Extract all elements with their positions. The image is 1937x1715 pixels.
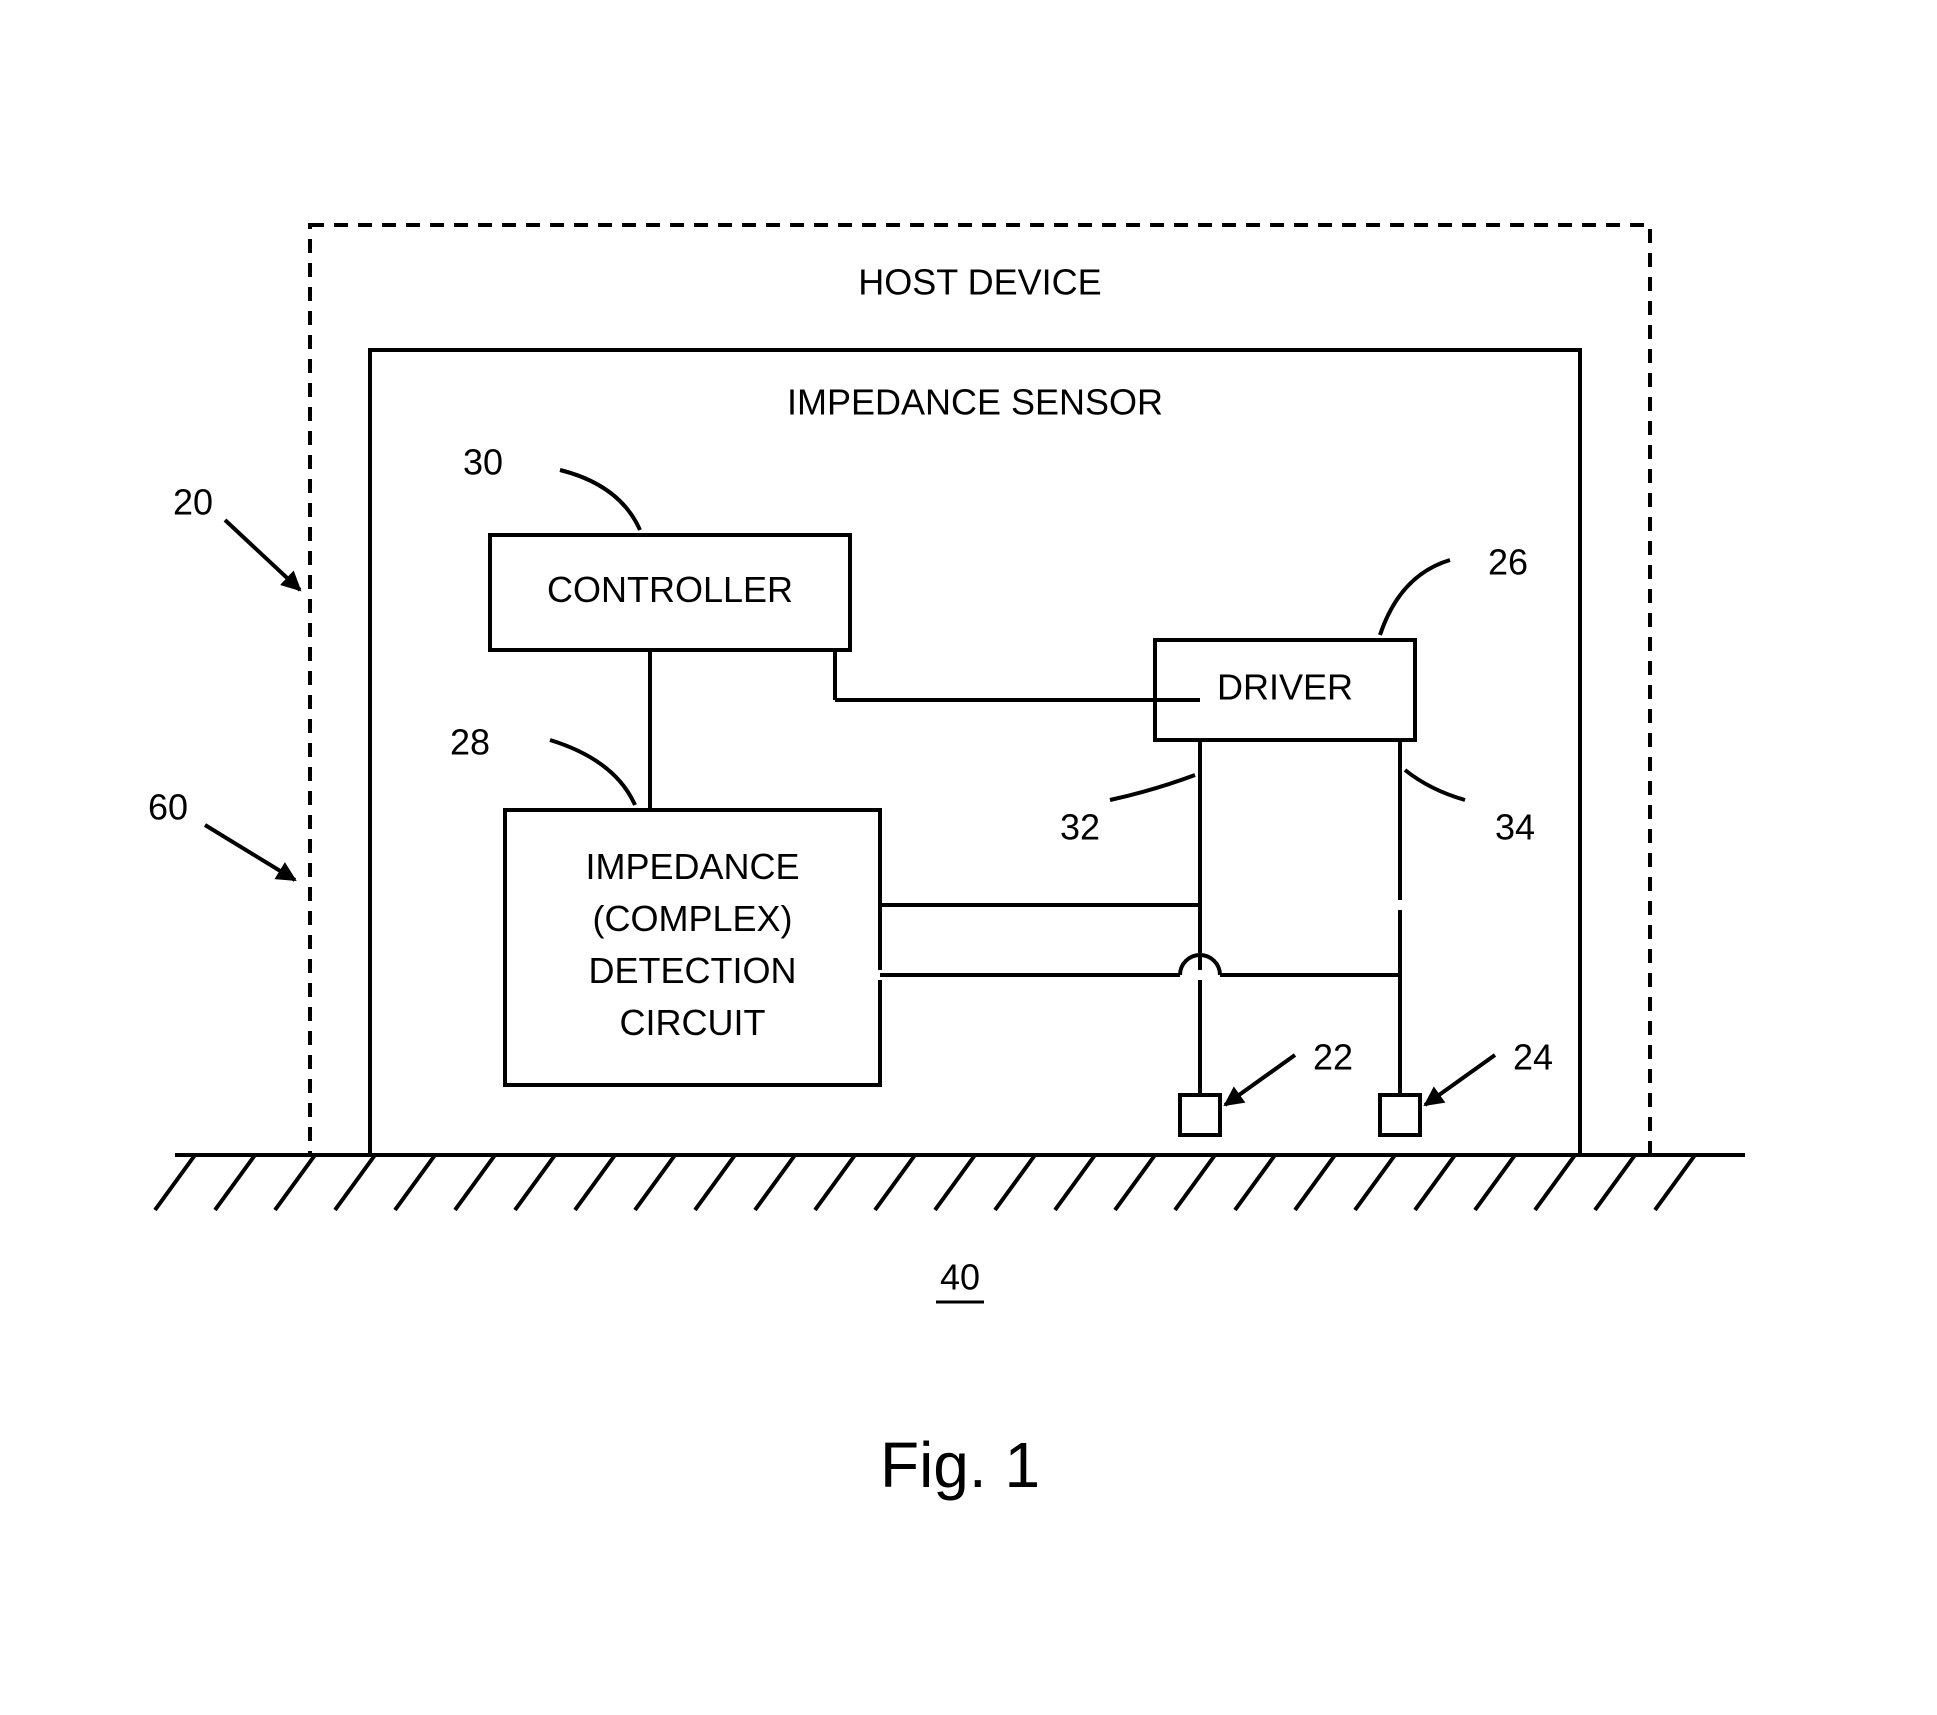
svg-text:60: 60 [148, 787, 188, 828]
impedance-box-line: IMPEDANCE [585, 846, 799, 887]
figure-caption: Fig. 1 [880, 1429, 1040, 1501]
impedance-box-line: DETECTION [588, 950, 796, 991]
host-device-label: HOST DEVICE [858, 262, 1101, 303]
driver-label: DRIVER [1217, 667, 1353, 708]
svg-text:34: 34 [1495, 807, 1535, 848]
svg-text:22: 22 [1313, 1037, 1353, 1078]
svg-text:28: 28 [450, 722, 490, 763]
svg-text:26: 26 [1488, 542, 1528, 583]
impedance-box-line: (COMPLEX) [592, 898, 792, 939]
controller-label: CONTROLLER [547, 569, 793, 610]
svg-text:30: 30 [463, 442, 503, 483]
figure-ref-number: 40 [940, 1257, 980, 1298]
impedance-box-line: CIRCUIT [620, 1002, 766, 1043]
svg-text:24: 24 [1513, 1037, 1553, 1078]
svg-text:32: 32 [1060, 807, 1100, 848]
svg-text:20: 20 [173, 482, 213, 523]
impedance-sensor-label: IMPEDANCE SENSOR [787, 382, 1163, 423]
